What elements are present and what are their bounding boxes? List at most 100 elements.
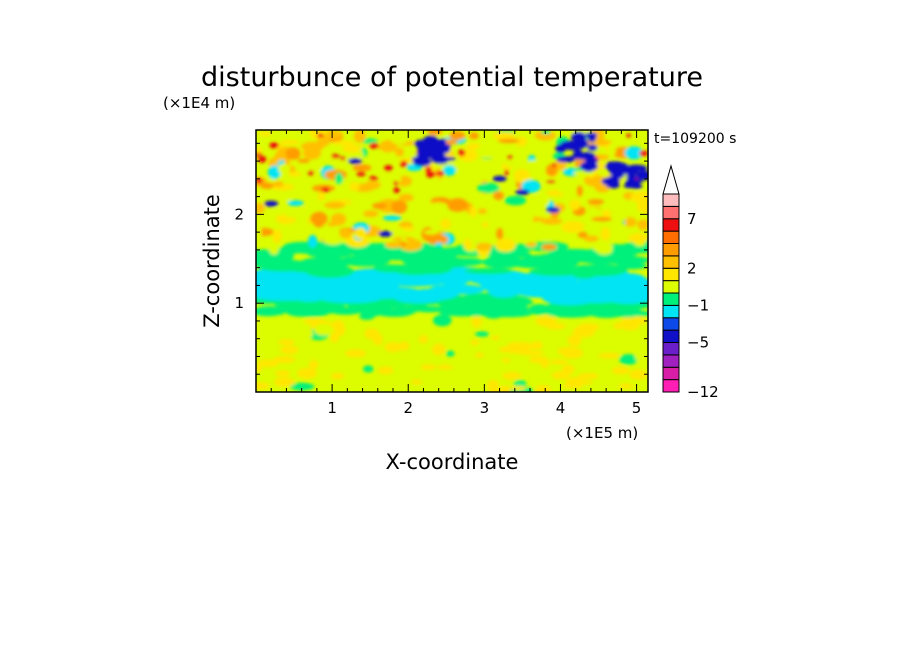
field-blob [426,234,449,245]
field-blob [330,213,347,226]
field-blob [540,357,550,369]
field-blob [504,169,509,176]
field-blob [474,352,484,358]
colorbar-segment [662,366,680,381]
field-blob [630,181,640,187]
field-blob [393,181,399,186]
field-blob [280,345,299,355]
field-blob [492,175,507,182]
field-blob [629,369,648,380]
field-blob [369,176,379,181]
field-blob [637,171,647,176]
field-blob [465,170,490,182]
field-blob [427,130,443,136]
field-blob [318,190,325,202]
field-blob [576,185,583,197]
field-blob [572,325,595,338]
field-blob [391,139,408,144]
field-blob [258,156,267,163]
colorbar-label: 7 [687,210,697,228]
field-blob [390,227,405,238]
colorbar-segment [662,292,680,306]
field-blob [561,221,585,233]
field-blob [637,219,648,231]
field-blob [306,247,353,259]
field-blob [509,385,526,391]
field-blob [601,177,620,186]
field-blob [436,171,445,176]
field-blob [355,150,364,159]
field-blob [603,133,623,141]
field-blob [637,199,648,214]
field-blob [619,354,639,365]
colorbar-segment [662,243,680,257]
field-blob [429,202,448,209]
field-blob [376,171,401,178]
field-blob [354,227,367,239]
colorbar-extend-arrow [662,164,680,195]
field-blob [256,146,263,155]
field-blob [295,328,314,340]
y-axis: 12 [234,142,648,375]
colorbar-segment [662,193,680,207]
field-blob [477,182,500,194]
field-blob [587,144,598,152]
contour-field [256,130,648,392]
field-blob [256,382,270,390]
field-blob [439,308,489,317]
field-blob [463,239,472,250]
field-blob [551,305,592,313]
field-blob [285,147,301,161]
field-blob [268,240,279,255]
field-blob [308,170,314,176]
field-blob [577,231,588,238]
field-blob [466,143,482,150]
field-blob [639,150,648,157]
field-blob [378,230,393,237]
field-blob [415,306,444,313]
colorbar-segment [662,354,680,368]
field-blob [256,322,271,327]
field-blob [503,229,524,236]
colorbar-segment [662,329,680,344]
field-blob [493,191,504,201]
field-blob [331,154,341,159]
field-blob [481,199,495,212]
field-blob [356,171,366,177]
x-tick-label: 2 [403,399,413,417]
field-blob [530,341,543,350]
field-blob [340,155,346,161]
field-blob [453,165,475,174]
field-blob [630,191,648,203]
field-blob [440,218,451,229]
field-blob [635,351,648,363]
colorbar-segment [662,205,680,220]
field-blob [384,165,393,172]
field-blob [257,334,270,343]
field-blob [612,366,630,375]
field-blob [272,181,284,188]
field-blob [447,198,469,212]
field-blob [469,206,477,218]
field-blob [546,164,558,177]
field-blob [587,199,605,205]
field-blob [493,131,516,141]
field-blob [551,163,557,167]
field-blob [482,222,489,228]
field-blob [600,227,611,241]
field-blob [353,130,366,143]
field-blob [513,169,531,183]
field-blob [550,359,568,365]
field-blob [314,323,334,336]
field-blob [487,379,500,392]
colorbar-segment [662,267,680,282]
field-blob [393,187,400,194]
field-blob [297,368,317,379]
field-blob [601,209,612,220]
field-blob [284,210,301,218]
field-blob [546,180,556,184]
field-blob [432,314,452,327]
field-blob [475,242,493,251]
field-blob [295,241,302,248]
